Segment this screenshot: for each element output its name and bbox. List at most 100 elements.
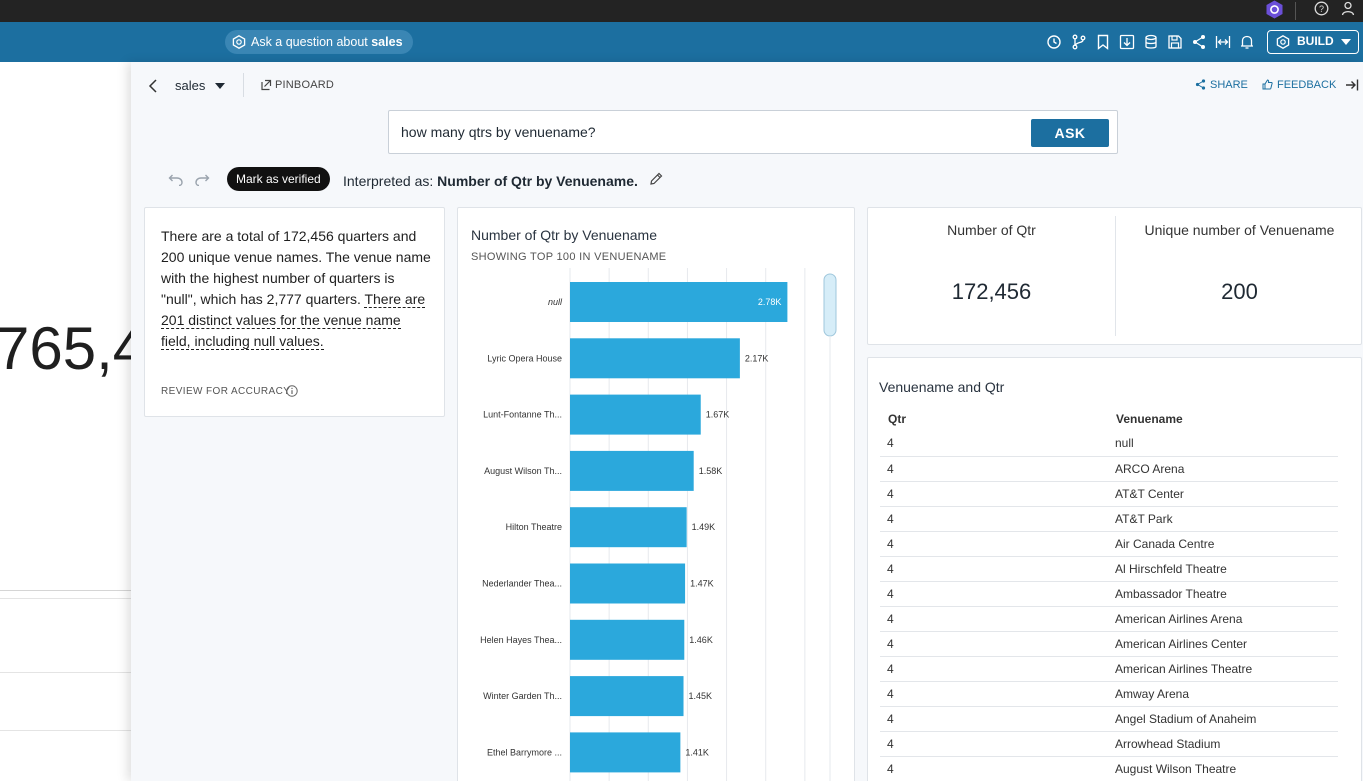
search-input[interactable] xyxy=(401,124,1001,140)
pin-icon xyxy=(261,79,272,91)
bookmark-icon[interactable] xyxy=(1095,34,1111,50)
database-icon[interactable] xyxy=(1143,34,1159,50)
cell-venuename: AT&T Center xyxy=(1108,481,1338,507)
build-label: BUILD xyxy=(1297,34,1334,48)
bar[interactable] xyxy=(570,450,694,491)
cell-qtr: 4 xyxy=(880,656,1108,682)
category-label: Lyric Opera House xyxy=(487,353,562,363)
value-label: 1.49K xyxy=(692,522,716,532)
cell-venuename: Al Hirschfeld Theatre xyxy=(1108,556,1338,582)
kpi-value-venuename: 200 xyxy=(1221,279,1258,304)
table-row[interactable]: 4 Amway Arena xyxy=(880,681,1338,707)
pinboard-label: PINBOARD xyxy=(275,79,335,91)
app-header: Ask a question about sales BUILD xyxy=(0,22,1363,62)
cell-qtr: 4 xyxy=(880,556,1108,582)
app-logo-icon[interactable] xyxy=(1266,0,1283,19)
cell-qtr: 4 xyxy=(880,756,1108,781)
divider xyxy=(0,590,131,591)
value-label: 1.67K xyxy=(706,410,730,420)
bar[interactable] xyxy=(570,563,686,604)
value-label: 1.47K xyxy=(690,579,714,589)
chevron-down-icon xyxy=(1341,39,1351,45)
table-row[interactable]: 4 Al Hirschfeld Theatre xyxy=(880,556,1338,582)
bar[interactable] xyxy=(570,394,701,435)
info-icon[interactable] xyxy=(286,385,298,397)
table-row[interactable]: 4 ARCO Arena xyxy=(880,456,1338,482)
cell-venuename: Air Canada Centre xyxy=(1108,531,1338,557)
share-icon[interactable] xyxy=(1191,34,1207,50)
search-bar: ASK xyxy=(388,110,1118,154)
ask-question-button[interactable]: Ask a question about sales xyxy=(225,30,413,54)
history-icon[interactable] xyxy=(1046,34,1062,50)
bar[interactable] xyxy=(570,507,687,548)
bar[interactable] xyxy=(570,676,684,717)
pencil-icon[interactable] xyxy=(649,172,663,186)
help-icon[interactable]: ? xyxy=(1314,1,1329,16)
summary-caveat-text[interactable]: There are 201 distinct values for the ve… xyxy=(161,291,426,350)
cell-qtr: 4 xyxy=(880,506,1108,532)
table-row[interactable]: 4 August Wilson Theatre xyxy=(880,756,1338,781)
ask-button[interactable]: ASK xyxy=(1031,119,1109,147)
table-row[interactable]: 4 American Airlines Center xyxy=(880,631,1338,657)
cell-venuename: Arrowhead Stadium xyxy=(1108,731,1338,757)
download-icon[interactable] xyxy=(1119,34,1135,50)
cell-venuename: American Airlines Arena xyxy=(1108,606,1338,632)
column-header-venuename[interactable]: Venuename xyxy=(1116,411,1183,426)
table-row[interactable]: 4 Angel Stadium of Anaheim xyxy=(880,706,1338,732)
value-label: 1.58K xyxy=(699,466,723,476)
table-row[interactable]: 4 null xyxy=(880,431,1338,457)
table-row[interactable]: 4 Air Canada Centre xyxy=(880,531,1338,557)
table-row[interactable]: 4 Ambassador Theatre xyxy=(880,581,1338,607)
divider xyxy=(0,672,131,673)
fit-width-icon[interactable] xyxy=(1215,34,1231,50)
share-button[interactable]: SHARE xyxy=(1195,79,1248,91)
table-row[interactable]: 4 Arrowhead Stadium xyxy=(880,731,1338,757)
bar-chart[interactable]: null 2.78K Lyric Opera House 2.17K Lunt-Font… xyxy=(458,268,854,781)
share-icon xyxy=(1195,79,1206,90)
chevron-down-icon[interactable] xyxy=(215,83,225,89)
interpretation-text: Interpreted as: Number of Qtr by Venuena… xyxy=(343,173,638,189)
branch-icon[interactable] xyxy=(1071,34,1087,50)
share-label: SHARE xyxy=(1210,79,1248,91)
bar[interactable] xyxy=(570,732,681,773)
table-row[interactable]: 4 American Airlines Arena xyxy=(880,606,1338,632)
ask-question-source: sales xyxy=(371,35,403,49)
summary-text: There are a total of 172,456 quarters an… xyxy=(161,226,433,352)
value-label: 2.78K xyxy=(758,297,782,307)
data-source-selector[interactable]: sales xyxy=(175,78,206,93)
bar[interactable] xyxy=(570,338,740,379)
table-header-row: Qtr Venuename xyxy=(880,406,1338,431)
collapse-panel-icon[interactable] xyxy=(1345,79,1359,91)
build-button[interactable]: BUILD xyxy=(1267,30,1359,54)
table-row[interactable]: 4 AT&T Park xyxy=(880,506,1338,532)
table-card: Venuename and Qtr Qtr Venuename 4 null 4 AR… xyxy=(867,357,1362,781)
user-icon[interactable] xyxy=(1341,1,1355,16)
category-label: Nederlander Thea... xyxy=(482,579,562,589)
pinboard-button[interactable]: PINBOARD xyxy=(260,79,334,91)
bar-chart-card: Number of Qtr by Venuename SHOWING TOP 1… xyxy=(457,207,855,781)
category-label: Hilton Theatre xyxy=(506,522,562,532)
bell-icon[interactable] xyxy=(1239,34,1255,50)
redo-icon[interactable] xyxy=(194,174,212,186)
background-liveboard: 765,4 xyxy=(0,62,146,781)
bar[interactable] xyxy=(570,619,685,660)
back-chevron-icon[interactable] xyxy=(148,79,158,93)
kpi-card: Number of Qtr 172,456 Unique number of V… xyxy=(867,207,1362,345)
feedback-button[interactable]: FEEDBACK xyxy=(1262,79,1336,91)
cell-venuename: null xyxy=(1108,431,1338,457)
cell-venuename: ARCO Arena xyxy=(1108,456,1338,482)
divider xyxy=(0,730,131,731)
category-label: August Wilson Th... xyxy=(484,466,562,476)
table-row[interactable]: 4 American Airlines Theatre xyxy=(880,656,1338,682)
undo-icon[interactable] xyxy=(166,174,184,186)
toolbar-separator xyxy=(1295,2,1296,20)
save-icon[interactable] xyxy=(1167,34,1183,50)
chart-scrollbar-thumb[interactable] xyxy=(823,273,837,337)
value-label: 1.46K xyxy=(689,635,713,645)
table-row[interactable]: 4 AT&T Center xyxy=(880,481,1338,507)
sage-icon xyxy=(1276,35,1290,49)
cell-qtr: 4 xyxy=(880,681,1108,707)
bar[interactable] xyxy=(570,282,788,322)
column-header-qtr[interactable]: Qtr xyxy=(888,411,906,426)
mark-as-verified-button[interactable]: Mark as verified xyxy=(227,167,330,191)
